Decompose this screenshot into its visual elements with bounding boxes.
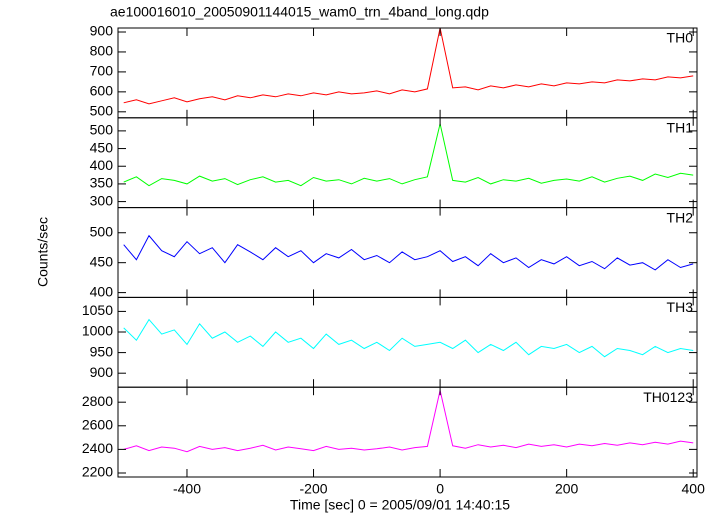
y-tick-label: 450 — [90, 253, 114, 269]
y-tick-label: 400 — [90, 157, 114, 173]
y-tick-label: 300 — [90, 192, 114, 208]
y-tick-label: 900 — [90, 23, 114, 39]
y-tick-label: 800 — [90, 43, 114, 59]
y-tick-label: 500 — [90, 122, 114, 138]
panel-label: TH1 — [667, 120, 694, 136]
panel-frame — [117, 27, 698, 119]
x-tick-label: 0 — [436, 481, 444, 497]
y-tick-label: 600 — [90, 83, 114, 99]
data-line — [123, 390, 694, 453]
data-line — [123, 234, 694, 271]
y-tick-label: 500 — [90, 103, 114, 119]
data-line — [123, 28, 694, 105]
x-tick-label: 400 — [682, 481, 706, 497]
y-tick-label: 500 — [90, 223, 114, 239]
y-tick-label: 1000 — [82, 323, 113, 339]
y-tick-label: 350 — [90, 175, 114, 191]
y-tick-label: 2200 — [82, 464, 113, 480]
y-tick-label: 2400 — [82, 440, 113, 456]
panel-frame — [117, 117, 698, 209]
y-tick-label: 1050 — [82, 302, 113, 318]
y-tick-label: 400 — [90, 283, 114, 299]
y-tick-label: 900 — [90, 364, 114, 380]
y-tick-label: 700 — [90, 63, 114, 79]
y-tick-label: 950 — [90, 343, 114, 359]
panel-label: TH2 — [667, 209, 694, 225]
y-tick-label: 2600 — [82, 416, 113, 432]
y-tick-label: 450 — [90, 139, 114, 155]
data-line — [123, 318, 694, 358]
x-tick-label: -400 — [173, 481, 201, 497]
x-tick-label: 200 — [555, 481, 579, 497]
panel-frame — [117, 296, 698, 388]
y-axis-label: Counts/sec — [35, 217, 51, 287]
y-tick-label: 2800 — [82, 393, 113, 409]
panel-frame — [117, 386, 698, 478]
panel-label: TH3 — [667, 299, 694, 315]
x-axis-label: Time [sec] 0 = 2005/09/01 14:40:15 — [290, 497, 510, 513]
chart-title: ae100016010_20050901144015_wam0_trn_4ban… — [110, 4, 489, 20]
x-tick-label: -200 — [300, 481, 328, 497]
panel-label: TH0 — [667, 30, 694, 46]
panel-frame — [117, 207, 698, 298]
panel-label: TH0123 — [643, 389, 693, 405]
data-line — [123, 123, 694, 187]
